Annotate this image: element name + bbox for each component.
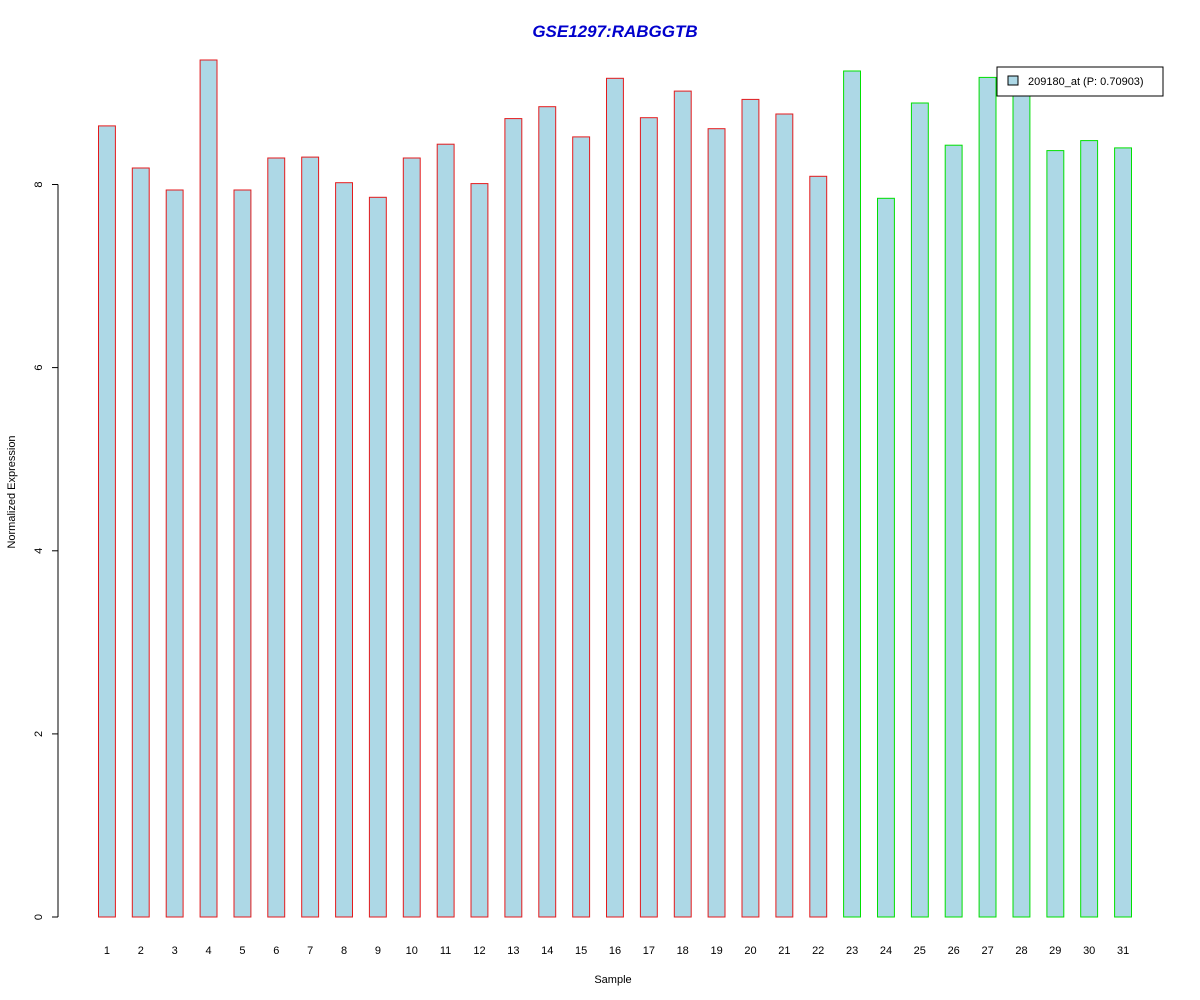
bar-sample-17 bbox=[639, 117, 658, 918]
bar-sample-9 bbox=[368, 196, 387, 918]
x-tick-label: 2 bbox=[138, 945, 144, 957]
legend-swatch bbox=[1007, 75, 1019, 86]
x-tick-label: 11 bbox=[440, 945, 451, 957]
x-tick-label: 22 bbox=[812, 945, 824, 957]
legend-label: 209180_at (P: 0.70903) bbox=[1028, 76, 1144, 88]
y-tick-label: 4 bbox=[33, 548, 45, 554]
chart-title: GSE1297:RABGGTB bbox=[532, 22, 697, 41]
x-tick-label: 24 bbox=[880, 945, 892, 957]
bar-sample-21 bbox=[775, 113, 794, 918]
x-tick-label: 6 bbox=[273, 945, 279, 957]
x-tick-label: 19 bbox=[710, 945, 722, 957]
x-tick-label: 7 bbox=[307, 945, 313, 957]
y-axis: 0 2 4 6 8 bbox=[33, 181, 59, 920]
x-tick-label: 31 bbox=[1117, 945, 1129, 957]
y-tick-label: 2 bbox=[33, 731, 45, 737]
x-tick-label: 26 bbox=[948, 945, 960, 957]
x-tick-label: 29 bbox=[1049, 945, 1061, 957]
y-tick-label: 0 bbox=[33, 914, 45, 920]
x-tick-label: 12 bbox=[473, 945, 485, 957]
y-tick-label: 8 bbox=[33, 181, 45, 187]
y-tick-label: 6 bbox=[33, 365, 45, 371]
bar-sample-27 bbox=[978, 76, 997, 918]
bar-sample-25 bbox=[910, 102, 929, 918]
x-axis-label: Sample bbox=[594, 974, 631, 986]
bar-sample-28 bbox=[1012, 90, 1031, 918]
x-tick-label: 18 bbox=[677, 945, 689, 957]
bar-sample-13 bbox=[504, 118, 523, 918]
bar-sample-4 bbox=[199, 59, 218, 918]
bar-sample-20 bbox=[741, 98, 760, 918]
x-tick-label: 3 bbox=[172, 945, 178, 957]
x-tick-label: 5 bbox=[239, 945, 245, 957]
bar-sample-3 bbox=[165, 189, 184, 918]
bar-sample-22 bbox=[809, 175, 828, 918]
x-tick-label: 1 bbox=[104, 945, 110, 957]
bar-sample-23 bbox=[843, 70, 861, 918]
x-tick-label: 4 bbox=[205, 945, 211, 957]
bar-sample-31 bbox=[1114, 147, 1132, 918]
bar-sample-30 bbox=[1080, 140, 1099, 918]
x-axis: 1 2 3 4 5 6 7 8 9 10 11 12 13 14 15 16 17 18 19 20 21 22 23 24 2… bbox=[104, 945, 1129, 957]
x-tick-label: 14 bbox=[541, 945, 553, 957]
bar-sample-29 bbox=[1046, 150, 1065, 918]
x-tick-label: 23 bbox=[846, 945, 858, 957]
bar-sample-26 bbox=[944, 144, 963, 918]
bar-sample-19 bbox=[707, 128, 726, 918]
bar-sample-8 bbox=[335, 182, 354, 918]
legend-box bbox=[996, 66, 1164, 97]
bar-sample-18 bbox=[673, 90, 692, 918]
bar-sample-16 bbox=[606, 77, 624, 918]
x-tick-label: 27 bbox=[981, 945, 993, 957]
x-tick-label: 20 bbox=[744, 945, 756, 957]
x-tick-label: 17 bbox=[643, 945, 655, 957]
bars-group bbox=[98, 59, 1132, 918]
x-tick-label: 9 bbox=[375, 945, 381, 957]
x-tick-label: 21 bbox=[778, 945, 790, 957]
x-tick-label: 13 bbox=[507, 945, 519, 957]
bar-sample-15 bbox=[572, 136, 591, 918]
bar-sample-10 bbox=[402, 157, 421, 918]
x-tick-label: 28 bbox=[1015, 945, 1027, 957]
legend: 209180_at (P: 0.70903) bbox=[996, 66, 1164, 97]
x-tick-label: 30 bbox=[1083, 945, 1095, 957]
bar-sample-5 bbox=[233, 189, 252, 918]
bar-sample-7 bbox=[301, 156, 320, 918]
bar-sample-24 bbox=[877, 197, 895, 918]
bar-sample-6 bbox=[267, 157, 286, 918]
x-tick-label: 10 bbox=[406, 945, 418, 957]
bar-sample-11 bbox=[436, 143, 455, 918]
bar-sample-1 bbox=[98, 125, 116, 918]
x-tick-label: 16 bbox=[609, 945, 621, 957]
bar-sample-14 bbox=[538, 106, 557, 918]
y-axis-label: Normalized Expression bbox=[6, 435, 18, 548]
bar-sample-2 bbox=[131, 167, 150, 918]
x-tick-label: 8 bbox=[341, 945, 347, 957]
x-tick-label: 25 bbox=[914, 945, 926, 957]
x-tick-label: 15 bbox=[575, 945, 587, 957]
bar-sample-12 bbox=[470, 183, 489, 918]
